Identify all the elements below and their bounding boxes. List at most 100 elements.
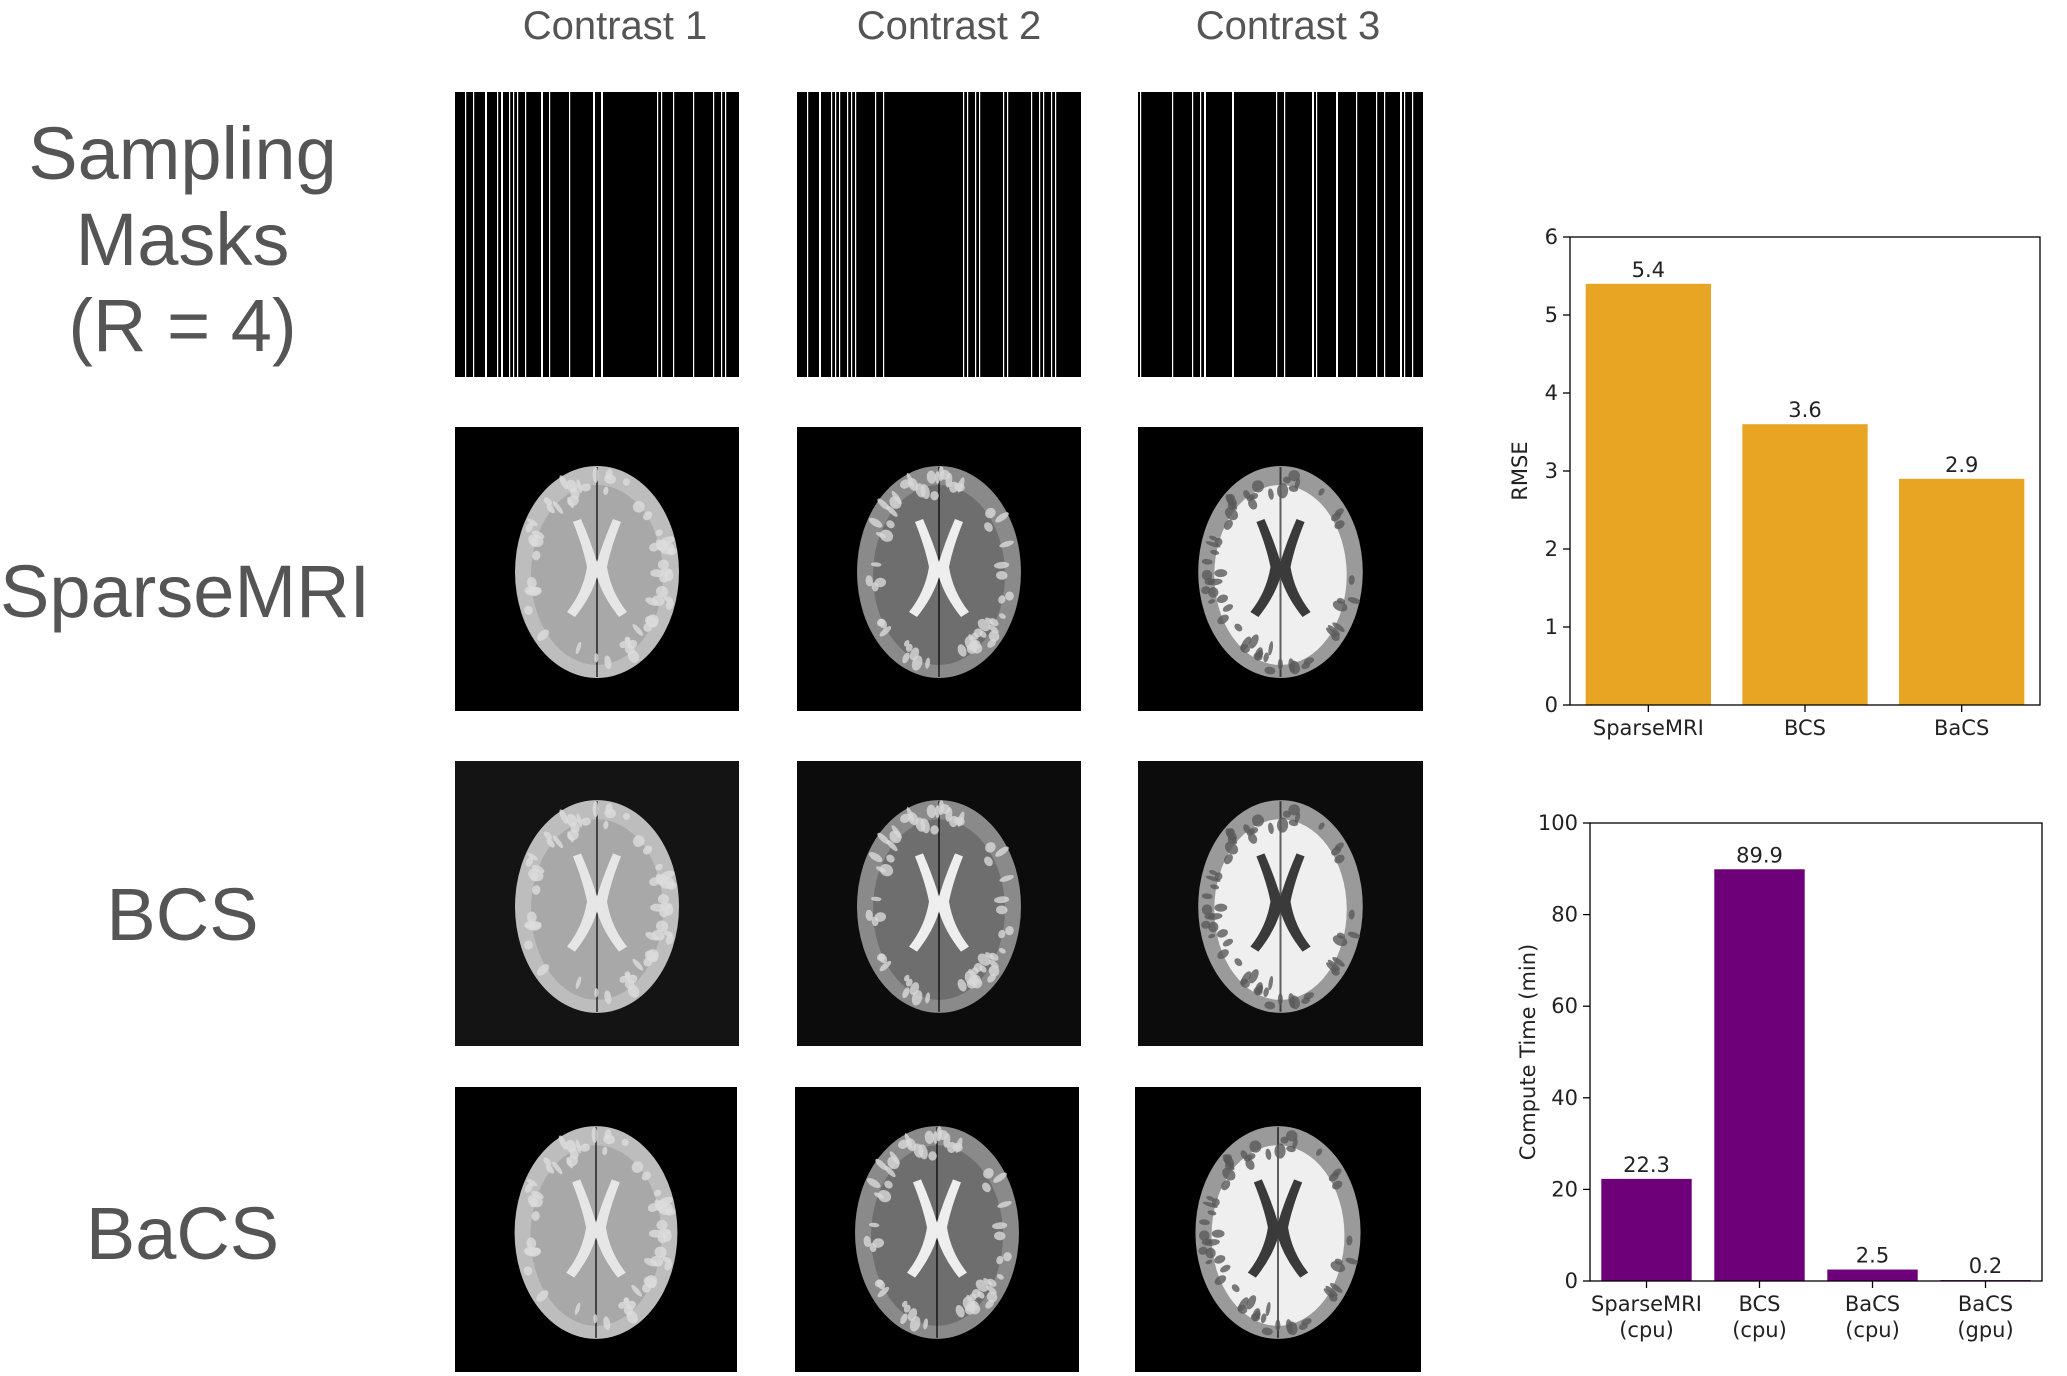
y-tick-label: 20 <box>1551 1177 1578 1201</box>
bcs-contrast-2-image <box>797 761 1081 1046</box>
sampled-line <box>473 92 475 377</box>
sampled-line <box>883 92 885 377</box>
ventricles <box>1250 519 1311 617</box>
x-tick-label: BaCS <box>1958 1292 2013 1316</box>
sampled-line <box>1312 92 1314 377</box>
sampled-line <box>1172 92 1174 377</box>
ventricles <box>909 519 969 617</box>
sampled-line <box>851 92 853 377</box>
sampled-line <box>979 92 981 377</box>
sampled-line <box>693 92 695 377</box>
y-tick-label: 2 <box>1545 537 1558 561</box>
y-axis-title: RMSE <box>1508 441 1532 500</box>
mask-svg-1 <box>455 92 739 377</box>
sampled-line <box>807 92 809 377</box>
y-tick-label: 0 <box>1545 693 1558 717</box>
column-header-contrast-1: Contrast 1 <box>522 4 708 48</box>
x-tick-label: (cpu) <box>1619 1318 1674 1342</box>
sampling-mask-contrast-1 <box>455 92 739 377</box>
sampled-line <box>1039 92 1041 377</box>
sampled-line <box>1284 92 1286 377</box>
bar-value-label: 3.6 <box>1788 398 1821 422</box>
sampled-line <box>1055 92 1057 377</box>
row-label-bcs: BCS <box>106 873 259 956</box>
ventricles <box>907 1179 967 1278</box>
sampling-mask-contrast-2 <box>797 92 1081 377</box>
sampled-line <box>497 92 499 377</box>
sampled-line <box>1232 92 1234 377</box>
sampled-line <box>835 92 837 377</box>
brain-slice-svg <box>857 800 1021 1013</box>
brain-slice-svg <box>514 1126 678 1339</box>
bar-value-label: 2.9 <box>1945 453 1978 477</box>
sampled-line <box>1200 92 1202 377</box>
x-tick-label: (gpu) <box>1957 1318 2013 1342</box>
ventricles <box>1247 1179 1309 1278</box>
sparsemri-contrast-2-image <box>797 427 1081 711</box>
brain-slice-svg <box>855 1126 1019 1339</box>
bacs-contrast-1-image <box>455 1087 737 1372</box>
brain-slice-svg <box>857 466 1021 678</box>
ventricles <box>567 853 627 952</box>
bar <box>1585 283 1711 705</box>
sampled-line <box>549 92 551 377</box>
sampled-line <box>1376 92 1378 377</box>
bcs-contrast-3-image <box>1138 761 1423 1046</box>
column-header-contrast-3: Contrast 3 <box>1195 4 1381 48</box>
row-label-sampling-masks: Sampling Masks (R = 4) <box>0 111 365 369</box>
brain-slice-svg <box>1198 466 1363 678</box>
sampled-line <box>509 92 511 377</box>
sparsemri-contrast-1-image <box>455 427 739 711</box>
sampled-line <box>1276 92 1278 377</box>
sampled-line <box>1192 92 1194 377</box>
mask-center-band <box>1286 92 1300 377</box>
sampled-line <box>1336 92 1338 377</box>
x-tick-label: (cpu) <box>1845 1318 1900 1342</box>
sampled-line <box>967 92 969 377</box>
sampled-line <box>501 92 503 377</box>
brain-slice-svg <box>515 466 679 678</box>
sampled-line <box>513 92 515 377</box>
x-tick-label: BaCS <box>1934 716 1989 740</box>
sampled-line <box>847 92 849 377</box>
sampled-line <box>875 92 877 377</box>
brain-slice-svg <box>1195 1126 1361 1339</box>
y-tick-label: 1 <box>1545 615 1558 639</box>
sampled-line <box>975 92 977 377</box>
x-tick-label: SparseMRI <box>1593 716 1704 740</box>
x-tick-label: (cpu) <box>1732 1318 1787 1342</box>
sampled-line <box>721 92 723 377</box>
bar-value-label: 2.5 <box>1856 1244 1889 1268</box>
sampled-line <box>1140 92 1142 377</box>
ventricles <box>567 519 627 617</box>
sampling-mask-contrast-3 <box>1138 92 1423 377</box>
sampled-line <box>1204 92 1206 377</box>
bar <box>1714 869 1805 1281</box>
bar <box>1601 1178 1692 1281</box>
bar-value-label: 0.2 <box>1969 1254 2002 1278</box>
column-header-contrast-2: Contrast 2 <box>856 4 1042 48</box>
sampled-line <box>819 92 821 377</box>
row-label-masks-line-1: Sampling <box>28 112 337 195</box>
y-tick-label: 40 <box>1551 1086 1578 1110</box>
bar <box>1899 478 2025 705</box>
y-tick-label: 5 <box>1545 303 1558 327</box>
row-label-bacs: BaCS <box>85 1192 280 1275</box>
x-tick-label: BaCS <box>1845 1292 1900 1316</box>
bar-value-label: 89.9 <box>1736 843 1783 867</box>
bar-value-label: 5.4 <box>1632 258 1665 282</box>
bacs-contrast-2-image <box>795 1087 1079 1372</box>
brain-slice-svg <box>515 800 679 1013</box>
sampled-line <box>963 92 965 377</box>
sampled-line <box>593 92 595 377</box>
sampled-line <box>673 92 675 377</box>
mask-svg-2 <box>797 92 1081 377</box>
bacs-contrast-3-image <box>1135 1087 1421 1372</box>
ventricles <box>566 1179 626 1278</box>
sampled-line <box>601 92 603 377</box>
sampled-line <box>1400 92 1402 377</box>
sampled-line <box>485 92 487 377</box>
y-axis-title: Compute Time (min) <box>1516 944 1540 1161</box>
mask-center-band <box>605 92 623 377</box>
